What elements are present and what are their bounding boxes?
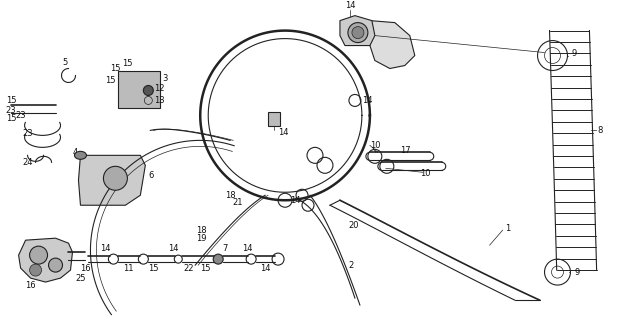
Circle shape (348, 23, 368, 43)
Text: 23: 23 (22, 129, 33, 138)
Text: 10: 10 (420, 169, 430, 178)
Text: 3: 3 (162, 74, 168, 83)
Circle shape (143, 85, 153, 95)
Text: 15: 15 (111, 64, 121, 73)
Circle shape (29, 264, 41, 276)
Polygon shape (340, 16, 375, 45)
Text: 5: 5 (62, 58, 68, 67)
Text: 21: 21 (232, 198, 242, 207)
Text: 14: 14 (344, 1, 355, 10)
Text: 6: 6 (148, 171, 154, 180)
Text: 14: 14 (242, 244, 252, 253)
Text: 11: 11 (123, 264, 134, 273)
Text: 25: 25 (76, 274, 86, 283)
Text: 10: 10 (370, 141, 381, 150)
Text: 16: 16 (26, 281, 36, 290)
Text: 2: 2 (348, 260, 353, 270)
Text: 9: 9 (571, 49, 577, 58)
Text: 18: 18 (196, 226, 207, 235)
Text: 8: 8 (598, 126, 602, 135)
Text: 15: 15 (6, 114, 16, 123)
Text: 14: 14 (278, 128, 289, 137)
Ellipse shape (74, 151, 86, 159)
Circle shape (103, 166, 127, 190)
Bar (268, 112, 280, 126)
Text: 23: 23 (6, 106, 16, 115)
Text: 17: 17 (400, 146, 411, 155)
Text: 15: 15 (200, 264, 211, 273)
Bar (118, 70, 160, 108)
Text: 19: 19 (196, 234, 207, 243)
Polygon shape (370, 20, 415, 68)
Text: 24: 24 (22, 158, 33, 167)
Text: 4: 4 (72, 148, 78, 157)
Text: 9: 9 (574, 268, 580, 276)
Text: 14: 14 (362, 96, 372, 105)
Text: 22: 22 (183, 264, 194, 273)
Text: 14: 14 (168, 244, 179, 253)
Text: 15: 15 (148, 264, 159, 273)
Text: 15: 15 (6, 96, 16, 105)
Circle shape (29, 246, 48, 264)
Text: 14: 14 (101, 244, 111, 253)
Text: 1: 1 (504, 224, 510, 233)
Text: 18: 18 (225, 191, 236, 200)
Text: 7: 7 (222, 244, 228, 253)
Text: 20: 20 (348, 221, 358, 230)
Text: 14: 14 (260, 264, 271, 273)
Text: 16: 16 (81, 264, 91, 273)
Circle shape (352, 27, 364, 39)
Polygon shape (79, 155, 146, 205)
Polygon shape (19, 238, 72, 282)
Text: 12: 12 (154, 84, 165, 93)
Circle shape (49, 258, 62, 272)
Text: 14: 14 (290, 196, 301, 205)
Text: 15: 15 (106, 76, 116, 85)
Circle shape (213, 254, 223, 264)
Text: 13: 13 (154, 96, 165, 105)
Text: 23: 23 (16, 111, 26, 120)
Text: 15: 15 (122, 59, 133, 68)
